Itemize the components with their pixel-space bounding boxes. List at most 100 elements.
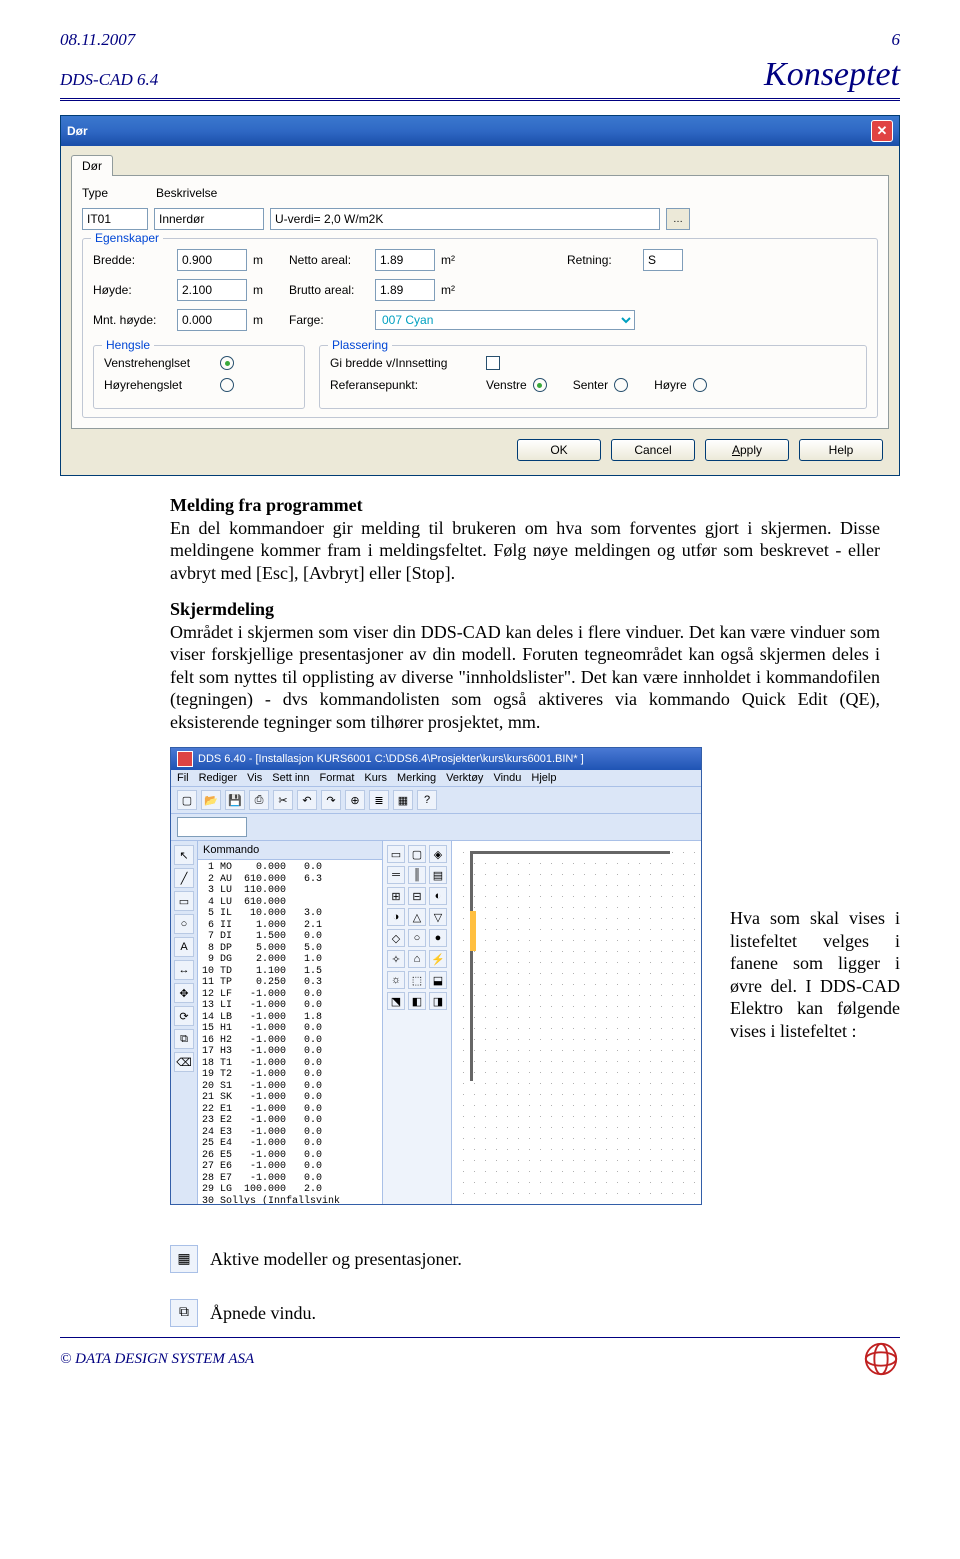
menu-vis[interactable]: Vis xyxy=(247,772,262,784)
vtool-dim-icon[interactable]: ↔ xyxy=(174,960,194,980)
dialog-title: Dør xyxy=(67,124,88,138)
palette-tool-icon[interactable]: ▢ xyxy=(408,845,426,863)
palette-tool-icon[interactable]: ☼ xyxy=(387,971,405,989)
righthinge-radio[interactable] xyxy=(220,378,234,392)
direction-input[interactable] xyxy=(643,249,683,271)
palette-tool-icon[interactable]: ⬔ xyxy=(387,992,405,1010)
wall-line xyxy=(470,851,670,854)
tool-palette: ▭▢◈ ═║▤ ⊞⊟◐ ◑△▽ ◇○● ✧⌂⚡ ☼⬚⬓ ⬔◧◨ xyxy=(383,841,452,1204)
palette-tool-icon[interactable]: ◈ xyxy=(429,845,447,863)
menu-verktøy[interactable]: Verktøy xyxy=(446,772,483,784)
palette-tool-icon[interactable]: ⬓ xyxy=(429,971,447,989)
apply-button[interactable]: Apply xyxy=(705,439,789,461)
palette-tool-icon[interactable]: ║ xyxy=(408,866,426,884)
palette-tool-icon[interactable]: ◐ xyxy=(429,887,447,905)
ref-left-radio[interactable] xyxy=(533,378,547,392)
vtool-move-icon[interactable]: ✥ xyxy=(174,983,194,1003)
mount-input[interactable] xyxy=(177,309,247,331)
palette-tool-icon[interactable]: ○ xyxy=(408,929,426,947)
vtool-copy-icon[interactable]: ⧉ xyxy=(174,1029,194,1049)
properties-legend: Egenskaper xyxy=(91,231,163,245)
menu-kurs[interactable]: Kurs xyxy=(364,772,387,784)
browse-button[interactable]: … xyxy=(666,208,690,230)
menu-vindu[interactable]: Vindu xyxy=(493,772,521,784)
vtool-rect-icon[interactable]: ▭ xyxy=(174,891,194,911)
palette-tool-icon[interactable]: ◧ xyxy=(408,992,426,1010)
vertical-toolbar: ↖ ╱ ▭ ○ A ↔ ✥ ⟳ ⧉ ⌫ xyxy=(171,841,198,1204)
type-label: Type xyxy=(82,186,150,200)
palette-tool-icon[interactable]: ⚡ xyxy=(429,950,447,968)
palette-tool-icon[interactable]: ◑ xyxy=(387,908,405,926)
netarea-input[interactable] xyxy=(375,249,435,271)
close-icon[interactable]: ✕ xyxy=(871,120,893,142)
givewidth-checkbox[interactable] xyxy=(486,356,500,370)
tool-print-icon[interactable]: ⎙ xyxy=(249,790,269,810)
tool-new-icon[interactable]: ▢ xyxy=(177,790,197,810)
tool-zoom-icon[interactable]: ⊕ xyxy=(345,790,365,810)
vtool-select-icon[interactable]: ↖ xyxy=(174,845,194,865)
menu-rediger[interactable]: Rediger xyxy=(199,772,238,784)
vtool-rotate-icon[interactable]: ⟳ xyxy=(174,1006,194,1026)
ref-center-radio[interactable] xyxy=(614,378,628,392)
color-select[interactable]: 007 Cyan xyxy=(375,310,635,330)
tool-grid-icon[interactable]: ▦ xyxy=(393,790,413,810)
drawing-canvas[interactable] xyxy=(452,841,701,1204)
cancel-button[interactable]: Cancel xyxy=(611,439,695,461)
righthinge-label: Høyrehengslet xyxy=(104,378,214,392)
app-icon xyxy=(177,751,193,767)
menu-hjelp[interactable]: Hjelp xyxy=(531,772,556,784)
uvalue-input[interactable] xyxy=(270,208,660,230)
unit-m: m xyxy=(253,253,283,267)
ok-button[interactable]: OK xyxy=(517,439,601,461)
tool-redo-icon[interactable]: ↷ xyxy=(321,790,341,810)
tool-help-icon[interactable]: ? xyxy=(417,790,437,810)
grossarea-input[interactable] xyxy=(375,279,435,301)
coord-input[interactable] xyxy=(177,817,247,837)
height-input[interactable] xyxy=(177,279,247,301)
palette-tool-icon[interactable]: ═ xyxy=(387,866,405,884)
menu-fil[interactable]: Fil xyxy=(177,772,189,784)
tool-save-icon[interactable]: 💾 xyxy=(225,790,245,810)
placement-group: Plassering Gi bredde v/Innsetting Refera… xyxy=(319,345,867,409)
lefthinge-radio[interactable] xyxy=(220,356,234,370)
palette-tool-icon[interactable]: ● xyxy=(429,929,447,947)
vtool-erase-icon[interactable]: ⌫ xyxy=(174,1052,194,1072)
palette-tool-icon[interactable]: ⊞ xyxy=(387,887,405,905)
vtool-line-icon[interactable]: ╱ xyxy=(174,868,194,888)
palette-tool-icon[interactable]: ▭ xyxy=(387,845,405,863)
palette-tool-icon[interactable]: ⊟ xyxy=(408,887,426,905)
palette-tool-icon[interactable]: △ xyxy=(408,908,426,926)
palette-tool-icon[interactable]: ▤ xyxy=(429,866,447,884)
header-date: 08.11.2007 xyxy=(60,30,135,50)
type-input[interactable] xyxy=(82,208,148,230)
tool-layers-icon[interactable]: ≣ xyxy=(369,790,389,810)
tool-open-icon[interactable]: 📂 xyxy=(201,790,221,810)
unit-m3: m xyxy=(253,313,283,327)
menu-sett inn[interactable]: Sett inn xyxy=(272,772,309,784)
palette-tool-icon[interactable]: ✧ xyxy=(387,950,405,968)
tab-door[interactable]: Dør xyxy=(71,155,113,176)
header-pageno: 6 xyxy=(892,30,901,50)
placement-legend: Plassering xyxy=(328,338,392,352)
help-button[interactable]: Help xyxy=(799,439,883,461)
menu-merking[interactable]: Merking xyxy=(397,772,436,784)
door-dialog: Dør ✕ Dør Type Beskrivelse … Egenskaper xyxy=(60,115,900,476)
windows-icon[interactable]: ⧉ xyxy=(170,1299,198,1327)
vtool-text-icon[interactable]: A xyxy=(174,937,194,957)
tool-undo-icon[interactable]: ↶ xyxy=(297,790,317,810)
command-list[interactable]: 1 MO 0.000 0.0 2 AU 610.000 6.3 3 LU 110… xyxy=(198,860,382,1204)
palette-tool-icon[interactable]: ▽ xyxy=(429,908,447,926)
logo-icon xyxy=(862,1340,900,1378)
palette-tool-icon[interactable]: ⌂ xyxy=(408,950,426,968)
models-icon[interactable]: ▦ xyxy=(170,1245,198,1273)
palette-tool-icon[interactable]: ◨ xyxy=(429,992,447,1010)
icon2-label: Åpnede vindu. xyxy=(210,1303,316,1324)
width-input[interactable] xyxy=(177,249,247,271)
ref-right-radio[interactable] xyxy=(693,378,707,392)
tool-cut-icon[interactable]: ✂ xyxy=(273,790,293,810)
palette-tool-icon[interactable]: ⬚ xyxy=(408,971,426,989)
menu-format[interactable]: Format xyxy=(320,772,355,784)
vtool-circle-icon[interactable]: ○ xyxy=(174,914,194,934)
palette-tool-icon[interactable]: ◇ xyxy=(387,929,405,947)
desc-input[interactable] xyxy=(154,208,264,230)
